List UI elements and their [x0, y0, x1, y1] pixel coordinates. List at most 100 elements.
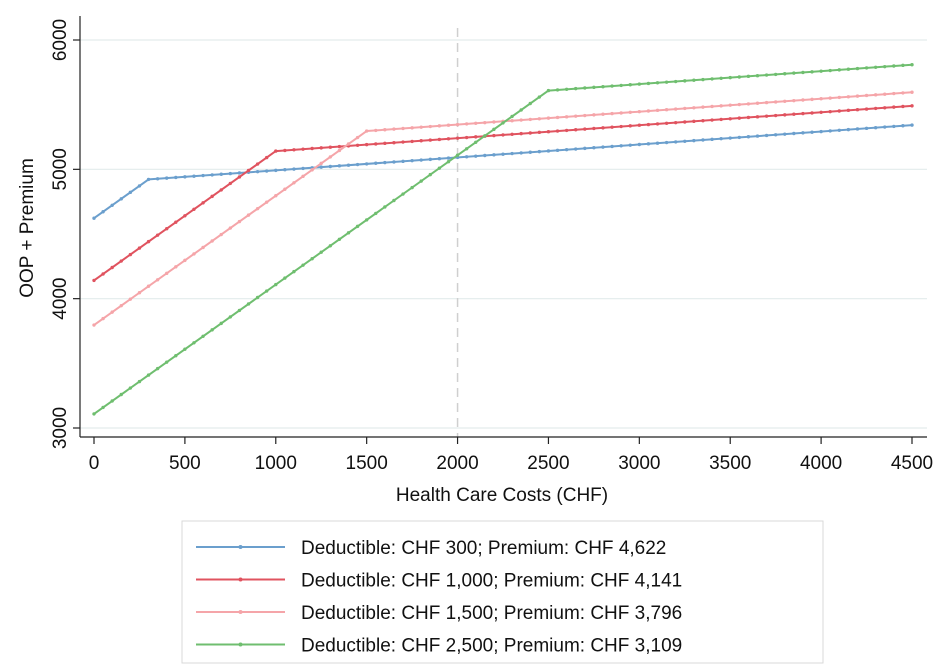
series-2-marker	[419, 139, 423, 143]
y-tick-label-3000: 3000	[50, 407, 71, 449]
series-2	[92, 104, 914, 283]
x-tick-label-3000: 3000	[618, 453, 660, 474]
series-4-marker	[364, 218, 369, 222]
series-1-marker	[555, 148, 560, 153]
series-3-marker	[355, 135, 360, 140]
series-4-marker	[246, 302, 251, 306]
y-axis-title: OOP + Premium	[17, 158, 38, 298]
series-4-marker	[228, 315, 233, 319]
series-2-marker	[274, 149, 278, 153]
series-3-marker	[337, 148, 342, 153]
series-3-marker	[401, 126, 405, 131]
series-2-marker	[410, 139, 414, 144]
series-3-marker	[464, 122, 469, 126]
series-1-marker	[437, 157, 442, 161]
series-3-marker	[474, 121, 478, 125]
series-2-marker	[892, 105, 896, 109]
series-3-marker	[519, 118, 523, 122]
series-2-marker	[692, 119, 696, 124]
series-3-marker	[455, 122, 460, 127]
series-3-marker	[237, 219, 242, 224]
series-3-marker	[128, 297, 133, 301]
series-3-marker	[892, 91, 896, 96]
series-4-marker	[146, 373, 151, 377]
series-3-marker	[628, 110, 632, 114]
series-2-marker	[464, 135, 469, 140]
series-3-marker	[719, 104, 723, 108]
series-1-marker	[283, 168, 287, 172]
legend-label: Deductible: CHF 2,500; Premium: CHF 3,10…	[301, 636, 682, 657]
series-2-marker	[383, 141, 387, 146]
series-1-marker	[128, 190, 133, 195]
series-2-marker	[601, 126, 605, 130]
series-2-marker	[828, 109, 832, 114]
series-2-marker	[292, 148, 296, 152]
series-2-marker	[146, 239, 151, 244]
series-1-marker	[619, 144, 623, 148]
legend-swatch-marker	[238, 577, 243, 582]
series-4-marker	[219, 321, 223, 326]
series-4-marker	[901, 63, 905, 68]
series-2-marker	[210, 194, 214, 199]
series-1-marker	[237, 171, 242, 175]
series-3-marker	[783, 99, 787, 104]
x-tick-label-1000: 1000	[255, 453, 297, 474]
series-2-marker	[710, 118, 714, 122]
series-3-marker	[710, 104, 714, 109]
series-1-marker	[783, 132, 787, 136]
series-3-marker	[574, 114, 578, 118]
legend-item-2: Deductible: CHF 1,000; Premium: CHF 4,14…	[196, 571, 682, 592]
series-4-marker	[792, 71, 796, 75]
series-2-marker	[555, 129, 560, 133]
series-4-marker	[128, 386, 133, 390]
series-4-marker	[419, 179, 423, 183]
series-2-marker	[246, 168, 251, 173]
legend-swatch-marker	[238, 642, 243, 647]
series-1-marker	[501, 152, 505, 156]
series-1-marker	[274, 168, 278, 173]
series-1-marker	[819, 129, 823, 134]
x-axis-title: Health Care Costs (CHF)	[396, 485, 608, 506]
series-4-marker	[583, 86, 587, 90]
series-1-marker	[483, 153, 487, 158]
series-2-marker	[583, 127, 587, 131]
series-1-marker	[610, 144, 614, 149]
series-3-marker	[165, 271, 169, 276]
y-ticks: 3000 4000 5000 6000	[50, 19, 80, 449]
series-1-marker	[183, 175, 187, 179]
series-1-marker	[510, 151, 514, 156]
series-3-marker	[864, 93, 869, 98]
series-4-marker	[301, 263, 305, 267]
series-2-marker	[192, 207, 196, 211]
series-3-marker	[619, 111, 623, 115]
series-2-marker	[719, 117, 723, 122]
series-3-marker	[210, 239, 214, 243]
series-3-marker	[346, 142, 351, 146]
series-2-marker	[219, 188, 223, 192]
legend-item-1: Deductible: CHF 300; Premium: CHF 4,622	[196, 538, 666, 559]
series-1-marker	[210, 173, 214, 177]
series-3-marker	[664, 108, 669, 112]
series-3-marker	[873, 93, 878, 97]
series-4-marker	[737, 75, 742, 79]
series-1-marker	[155, 177, 160, 181]
gridlines	[80, 39, 927, 429]
series-1-marker	[174, 175, 178, 180]
series-2-marker	[92, 278, 96, 283]
series-2-marker	[137, 246, 142, 250]
series-3-marker	[274, 194, 278, 198]
series-1-marker	[546, 149, 551, 153]
series-4-marker	[564, 87, 569, 91]
series-2-marker	[592, 126, 596, 131]
series-1-marker	[837, 128, 841, 132]
series-1-marker	[710, 137, 714, 142]
series-3-marker	[101, 316, 105, 321]
series-3-marker	[792, 98, 796, 103]
series-4-marker	[374, 211, 378, 216]
series-1-marker	[364, 162, 369, 166]
series-3-marker	[119, 303, 123, 308]
series-4-marker	[637, 82, 642, 86]
legend-label: Deductible: CHF 300; Premium: CHF 4,622	[301, 538, 666, 559]
series-1-marker	[392, 160, 396, 164]
